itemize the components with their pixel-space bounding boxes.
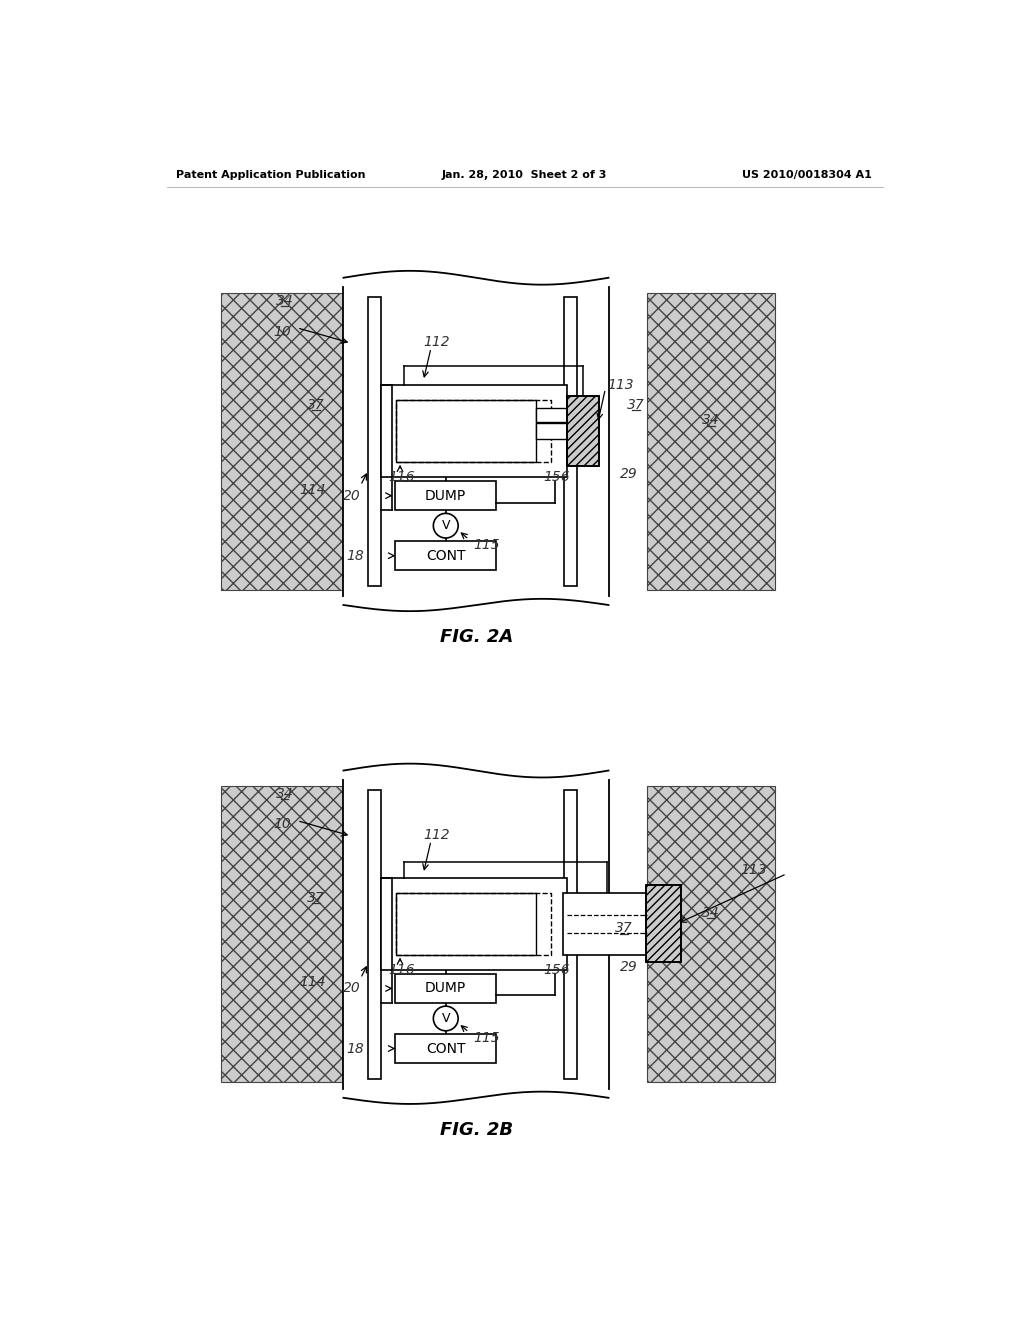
Bar <box>647 785 775 1082</box>
Text: FIG. 2A: FIG. 2A <box>440 628 513 645</box>
Text: 156: 156 <box>544 470 570 484</box>
Bar <box>221 785 349 1082</box>
Text: Patent Application Publication: Patent Application Publication <box>176 170 366 181</box>
Text: 10: 10 <box>273 325 292 339</box>
Text: 114: 114 <box>299 975 326 989</box>
Circle shape <box>433 513 458 539</box>
Bar <box>395 1034 496 1063</box>
Bar <box>396 892 536 954</box>
Circle shape <box>433 1006 458 1031</box>
Bar <box>369 789 381 1078</box>
Text: 37: 37 <box>307 397 326 412</box>
Text: 34: 34 <box>275 294 294 308</box>
Bar <box>395 974 496 1003</box>
Bar <box>343 277 608 605</box>
Text: 114: 114 <box>299 483 326 496</box>
Text: US 2010/0018304 A1: US 2010/0018304 A1 <box>742 170 872 181</box>
Text: 34: 34 <box>701 906 720 920</box>
Text: 18: 18 <box>347 549 365 562</box>
Text: CONT: CONT <box>426 1041 466 1056</box>
Text: Jan. 28, 2010  Sheet 2 of 3: Jan. 28, 2010 Sheet 2 of 3 <box>442 170 607 181</box>
Text: 18: 18 <box>347 1041 365 1056</box>
Text: 113: 113 <box>740 863 767 876</box>
Text: DUMP: DUMP <box>425 982 466 995</box>
Text: DUMP: DUMP <box>425 488 466 503</box>
Bar <box>564 789 577 1078</box>
Bar <box>395 541 496 570</box>
Text: CONT: CONT <box>426 549 466 562</box>
Text: V: V <box>441 1012 450 1026</box>
Text: 20: 20 <box>343 982 360 995</box>
Text: FIG. 2B: FIG. 2B <box>440 1121 513 1139</box>
Text: 115: 115 <box>473 539 500 552</box>
Bar <box>396 400 551 462</box>
Bar <box>536 424 566 438</box>
Bar <box>221 293 349 590</box>
Text: 112: 112 <box>423 335 450 350</box>
Bar <box>566 396 599 466</box>
Text: 29: 29 <box>621 467 638 480</box>
Bar <box>381 385 566 478</box>
Text: 29: 29 <box>621 960 638 974</box>
Text: 37: 37 <box>615 921 633 936</box>
Text: 10: 10 <box>273 817 292 832</box>
Text: V: V <box>441 519 450 532</box>
Bar <box>646 886 681 962</box>
Text: 20: 20 <box>343 488 360 503</box>
Text: 115: 115 <box>473 1031 500 1044</box>
Bar <box>395 480 496 511</box>
Text: 156: 156 <box>544 964 570 977</box>
Bar <box>566 396 599 466</box>
Text: 116: 116 <box>388 470 415 484</box>
Bar <box>396 892 551 954</box>
Bar <box>563 892 651 954</box>
Bar <box>343 771 608 1098</box>
Text: 34: 34 <box>275 787 294 801</box>
Bar <box>369 297 381 586</box>
Text: 37: 37 <box>307 891 326 904</box>
Text: 116: 116 <box>388 964 415 977</box>
Bar <box>646 886 681 962</box>
Text: 37: 37 <box>627 397 644 412</box>
Bar <box>564 297 577 586</box>
Bar <box>536 408 566 422</box>
Text: 112: 112 <box>423 828 450 842</box>
Bar <box>396 400 536 462</box>
Bar <box>381 878 566 970</box>
Text: 34: 34 <box>701 413 720 428</box>
Bar <box>647 293 775 590</box>
Text: 113: 113 <box>607 378 634 392</box>
